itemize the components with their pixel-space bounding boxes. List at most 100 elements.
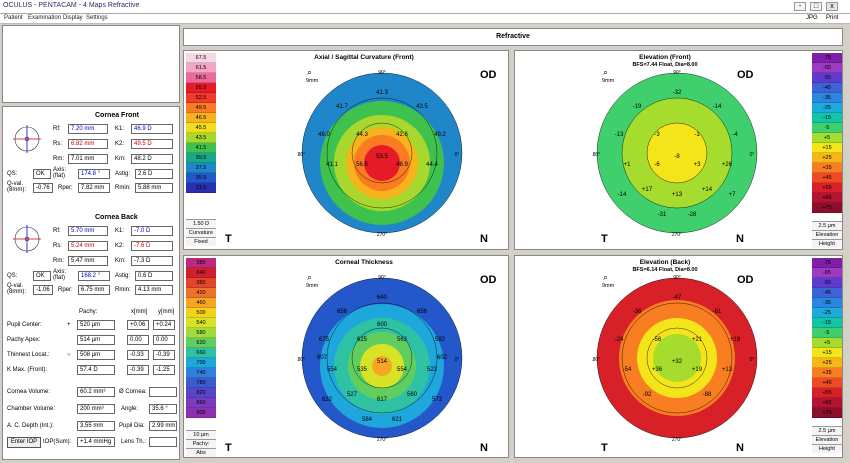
axial-zoom: 9mm	[306, 78, 319, 84]
map-value-label: 48.9	[396, 162, 408, 168]
angle-value: 35.6 °	[149, 404, 177, 414]
axial-map-panel[interactable]: 67.5 61.5 58.5 55.5 52.5 49.5 46.5 45.5 43.5 41.5…	[183, 50, 509, 250]
elev-front-step[interactable]: 2.5 µm	[812, 221, 842, 230]
scale-step: 380	[186, 258, 216, 268]
pachy-step[interactable]: 10 µm	[186, 430, 216, 439]
pachy-mode[interactable]: Abs	[186, 448, 216, 457]
elev-front-type[interactable]: Elevation	[812, 230, 842, 239]
elev-front-panel[interactable]: -75 -65 -55 -45 -35 -25 -15 -5 +5 +15 +25 +35 +45 +55…	[514, 50, 843, 250]
pachy-map-panel[interactable]: 380 340 380 420 460 500 540 580 620 660 700 740 780 8…	[183, 255, 509, 458]
axial-type[interactable]: Curvature	[186, 228, 216, 237]
iop-sum-value: +1.4 mmHg	[77, 437, 115, 447]
scale-step: 46.5	[186, 113, 216, 123]
elev-back-nasal: N	[736, 442, 744, 454]
elev-back-zoom-icon[interactable]: ⌕	[603, 272, 609, 282]
map-zone	[372, 356, 392, 376]
scale-step: +35	[812, 163, 842, 173]
map-value-label: 554	[327, 367, 338, 373]
thinnest-x: -0.33	[127, 350, 149, 360]
elev-front-color-scale: -75 -65 -55 -45 -35 -25 -15 -5 +5 +15 +25 +35 +45 +55…	[812, 53, 842, 213]
iop-sum-label: IOP(Sum):	[43, 439, 72, 445]
kmax-label: K Max. (Front):	[7, 367, 48, 373]
elev-back-panel[interactable]: -75 -65 -55 -45 -35 -25 -15 -5 +5 +15 +25 +35 +45 +55…	[514, 255, 843, 458]
jpg-link[interactable]: JPG	[806, 15, 818, 21]
pachy-type[interactable]: Pachy:	[186, 439, 216, 448]
menu-settings[interactable]: Settings	[86, 15, 108, 21]
kmax-y: -1.25	[153, 365, 175, 375]
maximize-button[interactable]: □	[810, 2, 822, 11]
axial-eye: OD	[480, 69, 497, 81]
grid-ring	[351, 122, 413, 184]
elev-back-type[interactable]: Elevation	[812, 435, 842, 444]
kmax-value: 57.4 D	[77, 365, 115, 375]
back-rs-value: 5.24 mm	[68, 241, 108, 251]
elev-back-eye: OD	[737, 274, 754, 286]
back-rper-value: 6.75 mm	[78, 285, 110, 295]
back-rf-value: 5.70 mm	[68, 226, 108, 236]
map-value-label: -3	[654, 132, 660, 138]
scale-step: 55.5	[186, 83, 216, 93]
map-value-label: 53.5	[376, 154, 388, 160]
map-value-label: 573	[432, 397, 443, 403]
map-value-label: -19	[633, 104, 642, 110]
chamber-volume-value: 200 mm³	[77, 404, 115, 414]
map-value-label: 41.3	[376, 90, 388, 96]
minimize-button[interactable]: -	[794, 2, 806, 11]
menu-display[interactable]: Display	[63, 15, 83, 21]
pupil-center-symbol: +	[67, 322, 71, 328]
map-value-label: -6	[654, 162, 660, 168]
map-value-label: +19	[692, 367, 703, 373]
elev-back-step[interactable]: 2.5 µm	[812, 426, 842, 435]
back-rmin-value: 4.13 mm	[135, 285, 173, 295]
scale-step: 660	[186, 348, 216, 358]
scale-step: 900	[186, 408, 216, 418]
menu-patient[interactable]: Patient	[4, 15, 23, 21]
enter-iop-button[interactable]: Enter IOP	[7, 437, 41, 448]
front-qs-value: OK	[33, 169, 51, 179]
map-value-label: +32	[672, 359, 683, 365]
km-label: Km:	[115, 156, 126, 162]
front-astig-value: 2.6 D	[135, 169, 173, 179]
map-value-label: -36	[633, 309, 642, 315]
close-button[interactable]: x	[826, 2, 838, 11]
axial-mode[interactable]: Fixed	[186, 237, 216, 246]
map-value-label: 602	[437, 355, 448, 361]
scale-step: 41.5	[186, 143, 216, 153]
axial-step[interactable]: 1.50 D	[186, 219, 216, 228]
back-rs-label: Rs:	[53, 243, 62, 249]
elev-front-title: Elevation (Front)	[639, 54, 691, 61]
scale-step: 35.5	[186, 173, 216, 183]
map-value-label: +13	[672, 192, 683, 198]
back-km-label: Km:	[115, 258, 126, 264]
map-value-label: -14	[713, 104, 722, 110]
scale-step: +75	[812, 408, 842, 418]
cornea-volume-value: 60.2 mm³	[77, 387, 115, 397]
print-link[interactable]: Print	[826, 15, 839, 21]
acd-value: 3.55 mm	[77, 421, 115, 431]
pupil-center-label: Pupil Center:	[7, 322, 42, 328]
menu-examination[interactable]: Examination	[28, 15, 62, 21]
elev-front-zoom: 9mm	[602, 78, 615, 84]
scale-step: 820	[186, 388, 216, 398]
elev-front-zoom-icon[interactable]: ⌕	[603, 67, 609, 77]
scale-step: +15	[812, 348, 842, 358]
map-zone	[653, 334, 701, 382]
back-axis-value: 168.2 °	[78, 271, 110, 281]
elev-back-mode[interactable]: Height	[812, 444, 842, 453]
map-value-label: +7	[729, 192, 737, 198]
qs-label: QS:	[7, 171, 18, 177]
astig-label: Astig:	[115, 171, 131, 177]
map-value-label: 554	[397, 367, 408, 373]
map-value-label: -8	[674, 154, 680, 160]
chamber-volume-label: Chamber Volume:	[7, 406, 56, 412]
pachy-zoom-icon[interactable]: ⌕	[307, 272, 313, 282]
map-value-label: 41.7	[336, 104, 348, 110]
map-value-label: +1	[624, 162, 632, 168]
elev-front-mode[interactable]: Height	[812, 239, 842, 248]
axial-zoom-icon[interactable]: ⌕	[307, 67, 313, 77]
scale-step: -65	[812, 268, 842, 278]
map-value-label: 535	[357, 367, 368, 373]
rm-label: Rm:	[53, 156, 64, 162]
map-value-label: -24	[615, 337, 624, 343]
title-bar: OCULUS - PENTACAM - 4 Maps Refractive - …	[0, 0, 850, 14]
